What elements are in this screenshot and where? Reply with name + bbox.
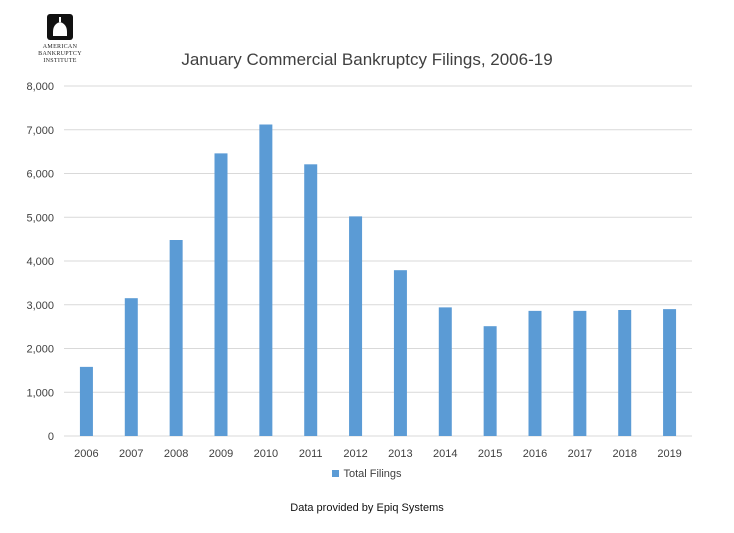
bar	[528, 310, 542, 436]
x-tick-label: 2014	[433, 448, 457, 460]
y-tick-label: 7,000	[26, 125, 54, 137]
x-tick-label: 2015	[478, 448, 502, 460]
bar	[259, 124, 273, 436]
bar	[438, 307, 452, 436]
x-tick-label: 2007	[119, 448, 143, 460]
x-tick-label: 2018	[612, 448, 636, 460]
bar	[618, 310, 632, 436]
x-tick-label: 2013	[388, 448, 412, 460]
bar	[304, 164, 318, 436]
x-tick-label: 2017	[568, 448, 592, 460]
legend-label: Total Filings	[343, 468, 402, 480]
bar	[169, 240, 183, 436]
chart-title: January Commercial Bankruptcy Filings, 2…	[181, 50, 553, 69]
x-tick-label: 2009	[209, 448, 233, 460]
bar	[393, 270, 407, 436]
legend-swatch	[332, 470, 340, 477]
logo-text-line-1: AMERICAN	[42, 44, 78, 50]
capitol-dome-icon	[47, 14, 73, 40]
logo-text-line-2: BANKRUPTCY	[38, 51, 82, 57]
y-tick-label: 1,000	[26, 387, 54, 399]
x-tick-label: 2019	[657, 448, 681, 460]
x-tick-label: 2012	[343, 448, 367, 460]
x-tick-label: 2006	[74, 448, 98, 460]
bar	[573, 310, 587, 436]
x-tick-label: 2010	[254, 448, 278, 460]
x-tick-label: 2011	[299, 448, 323, 460]
chart-legend: Total Filings	[0, 468, 734, 480]
bar	[349, 216, 363, 436]
data-source-footnote: Data provided by Epiq Systems	[290, 502, 444, 514]
abi-logo: AMERICAN BANKRUPTCY INSTITUTE	[30, 12, 90, 70]
y-tick-label: 2,000	[26, 344, 54, 356]
y-tick-label: 0	[48, 431, 54, 443]
bar	[663, 309, 677, 436]
bar	[79, 366, 93, 436]
x-tick-label: 2016	[523, 448, 547, 460]
y-tick-label: 8,000	[26, 81, 54, 93]
bar	[214, 153, 228, 436]
bar	[483, 326, 497, 436]
x-tick-label: 2008	[164, 448, 188, 460]
logo-text-line-3: INSTITUTE	[43, 58, 77, 64]
y-tick-label: 5,000	[26, 212, 54, 224]
y-tick-label: 6,000	[26, 169, 54, 181]
y-tick-label: 4,000	[26, 256, 54, 268]
bar	[124, 298, 138, 436]
y-tick-label: 3,000	[26, 300, 54, 312]
